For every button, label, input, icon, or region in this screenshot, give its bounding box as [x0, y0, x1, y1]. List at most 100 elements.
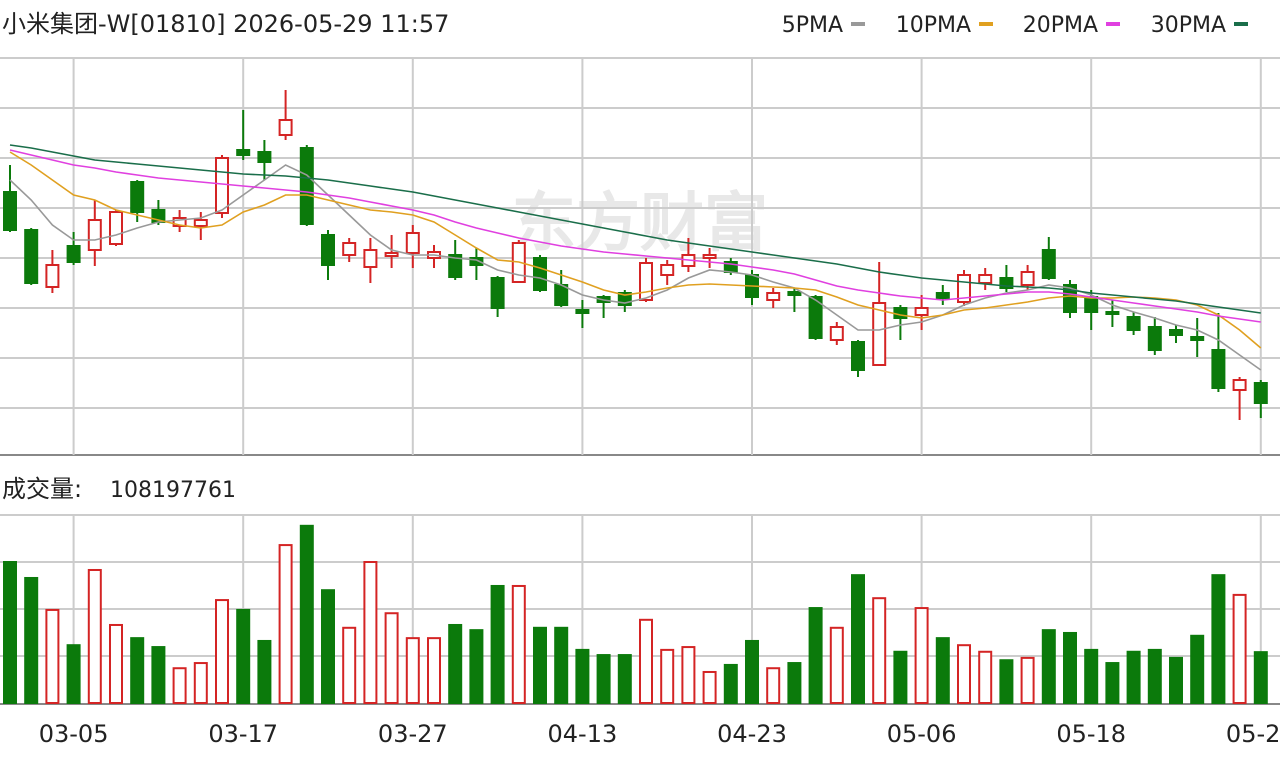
candle-body [1232, 379, 1247, 391]
volume-bar [1041, 629, 1056, 705]
candle-body [1147, 326, 1162, 351]
volume-bar [1253, 651, 1268, 704]
candle-body [363, 249, 378, 268]
volume-bar [957, 644, 971, 705]
candle-body [808, 296, 823, 339]
candle-body [872, 302, 887, 366]
candle-body [215, 157, 229, 214]
volume-bar [723, 663, 738, 704]
candle-body [1253, 382, 1268, 404]
volume-bar [999, 659, 1014, 704]
legend-label: 10PMA [896, 13, 971, 38]
candle-body [978, 274, 993, 284]
volume-bar [1211, 574, 1226, 704]
x-tick-label: 05-29 [1226, 720, 1280, 748]
volume-bar [130, 637, 145, 705]
x-tick-label: 03-05 [39, 720, 109, 748]
candle-body [575, 309, 590, 314]
volume-bar [1147, 648, 1162, 705]
volume-bar [1020, 656, 1035, 705]
x-tick-label: 03-17 [208, 720, 278, 748]
candle-body [702, 254, 717, 259]
candle-body [1211, 349, 1226, 389]
volume-bar [278, 544, 293, 705]
volume-bar [914, 607, 929, 704]
candle-body [935, 292, 950, 299]
candle-body [193, 219, 208, 227]
candle-body [66, 245, 81, 263]
volume-bar [1084, 648, 1099, 705]
volume-bar [448, 623, 463, 704]
volume-bar [978, 650, 993, 705]
volume-bar [321, 589, 335, 705]
candle-body [87, 219, 102, 251]
marks [3, 90, 1268, 705]
volume-bar [45, 608, 60, 704]
volume-bar [193, 662, 208, 704]
volume-bar [363, 561, 378, 704]
x-tick-label: 03-27 [378, 720, 448, 748]
x-tick-label: 05-06 [887, 720, 957, 748]
candle-body [1084, 296, 1099, 313]
volume-bar [766, 667, 781, 704]
candle-body [45, 264, 60, 288]
volume-bar [215, 599, 229, 705]
volume-bar [681, 646, 696, 705]
candle-body [109, 211, 123, 245]
x-tick-label: 04-13 [548, 720, 618, 748]
volume-bar [893, 650, 908, 705]
candle-body [914, 307, 929, 316]
volume-bar [299, 524, 314, 704]
ma-line [9, 151, 1262, 349]
volume-bar [151, 646, 166, 705]
volume-bar [617, 654, 632, 704]
candle-body [405, 232, 420, 254]
volume-bar [236, 608, 251, 704]
candle-body [236, 149, 251, 156]
candle-body [1020, 271, 1035, 286]
candle-body [533, 257, 547, 291]
candle-body [342, 242, 357, 256]
candle-body [660, 264, 675, 276]
volume-bar [851, 574, 865, 704]
x-tick-label: 04-23 [717, 720, 787, 748]
candle-body [278, 119, 293, 136]
volume-bar [1063, 631, 1077, 704]
candle-body [490, 277, 505, 309]
candle-body [1105, 311, 1120, 315]
volume-bar [829, 626, 844, 704]
volume-bar [702, 670, 717, 704]
candle-body [172, 217, 187, 227]
volume-bar [745, 639, 759, 705]
volume-bar [1169, 656, 1183, 705]
volume-bar [1105, 662, 1120, 704]
volume-bar [405, 637, 420, 705]
watermark: 东方财富 [512, 187, 768, 261]
volume-bar [87, 568, 102, 704]
volume-bar [1190, 634, 1205, 704]
volume-bar [490, 584, 505, 704]
legend-label: 20PMA [1023, 13, 1098, 38]
candle-body [299, 147, 314, 225]
candle-body [851, 341, 865, 371]
volume-bar [511, 584, 526, 704]
volume-bar [575, 648, 590, 705]
ma-line [9, 149, 1261, 323]
volume-bar [469, 629, 484, 705]
legend-label: 5PMA [782, 13, 843, 38]
volume-bar [935, 637, 950, 705]
candle-body [24, 229, 39, 284]
volume-bar [1232, 593, 1247, 705]
x-tick-label: 05-18 [1056, 720, 1126, 748]
volume-bar [3, 561, 17, 704]
volume-bar [787, 662, 802, 704]
volume-bar [66, 644, 81, 705]
candle-body [448, 254, 463, 278]
volume-bar [596, 654, 611, 704]
candle-body [257, 151, 272, 163]
volume-bar [342, 626, 357, 704]
candle-body [787, 291, 802, 296]
volume-bar [808, 607, 823, 704]
volume-title: 成交量: [2, 475, 82, 503]
volume-bar [639, 618, 653, 704]
